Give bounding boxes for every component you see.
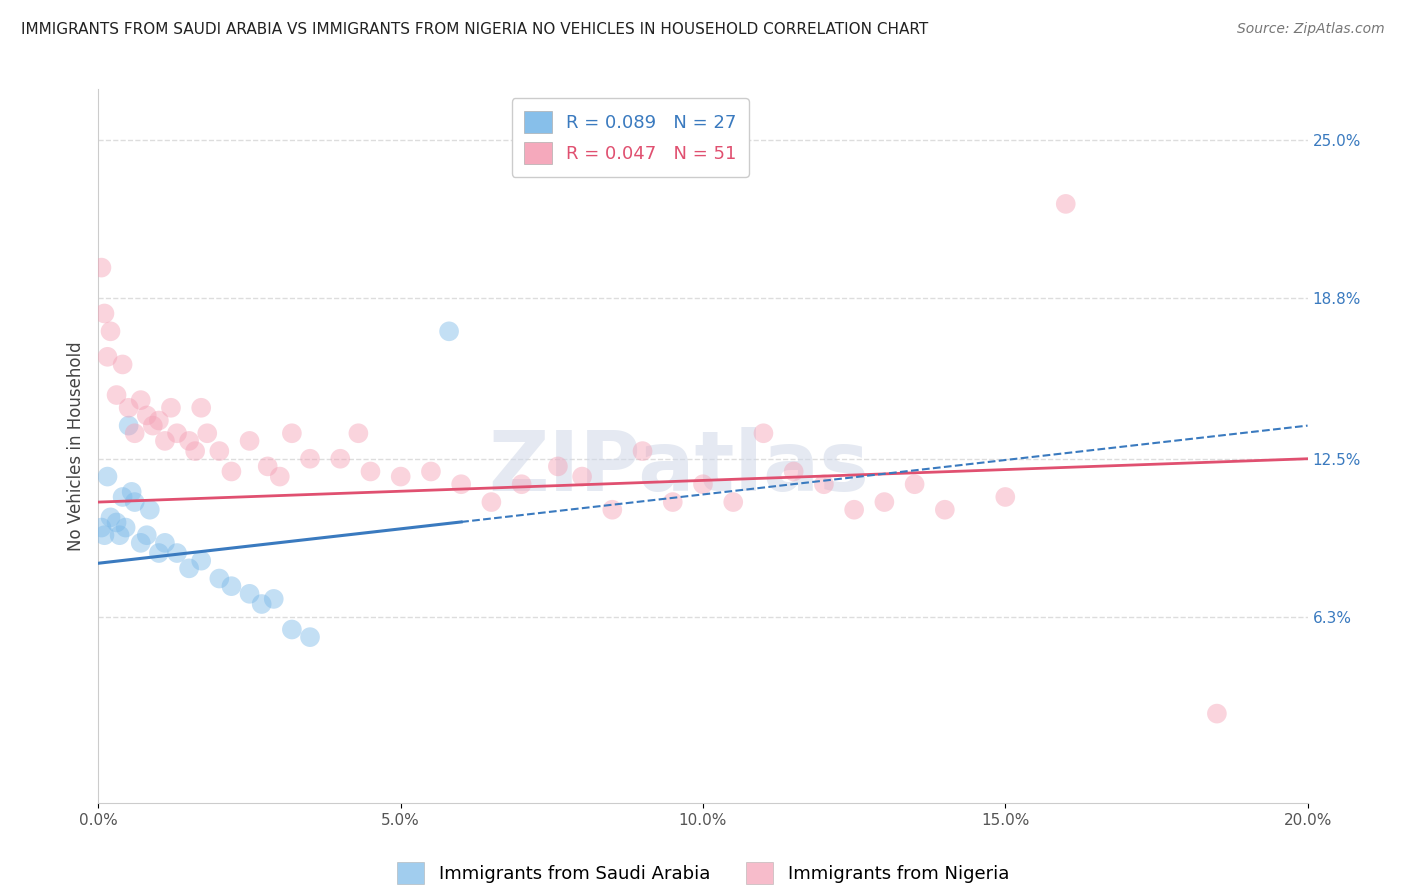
Point xyxy=(329,451,352,466)
Point xyxy=(90,260,112,275)
Point xyxy=(195,426,218,441)
Point xyxy=(299,630,322,644)
Point xyxy=(239,587,262,601)
Point xyxy=(166,426,188,441)
Point xyxy=(148,546,170,560)
Point xyxy=(269,469,291,483)
Point xyxy=(389,469,412,483)
Point xyxy=(221,579,243,593)
Point xyxy=(118,401,141,415)
Point xyxy=(813,477,835,491)
Point xyxy=(208,572,231,586)
Point xyxy=(239,434,262,448)
Point xyxy=(153,536,176,550)
Point xyxy=(631,444,654,458)
Point xyxy=(179,434,201,448)
Point xyxy=(118,418,141,433)
Point xyxy=(135,409,157,423)
Point xyxy=(190,401,212,415)
Point xyxy=(179,561,201,575)
Point xyxy=(93,528,115,542)
Point xyxy=(184,444,207,458)
Point xyxy=(299,451,322,466)
Point xyxy=(142,418,165,433)
Point xyxy=(783,465,806,479)
Point xyxy=(481,495,503,509)
Point xyxy=(281,623,304,637)
Point xyxy=(661,495,683,509)
Point xyxy=(208,444,231,458)
Point xyxy=(360,465,382,479)
Point xyxy=(111,490,134,504)
Point xyxy=(139,502,162,516)
Point xyxy=(166,546,188,560)
Point xyxy=(281,426,304,441)
Point xyxy=(904,477,927,491)
Point xyxy=(100,324,122,338)
Point xyxy=(124,495,146,509)
Point xyxy=(723,495,745,509)
Point xyxy=(121,484,143,499)
Point xyxy=(263,591,285,606)
Point xyxy=(1054,197,1077,211)
Point xyxy=(420,465,443,479)
Point xyxy=(96,350,118,364)
Point xyxy=(148,413,170,427)
Point xyxy=(873,495,896,509)
Point xyxy=(153,434,176,448)
Point xyxy=(450,477,472,491)
Point xyxy=(844,502,866,516)
Point xyxy=(93,306,115,320)
Point xyxy=(100,510,122,524)
Point xyxy=(347,426,370,441)
Point xyxy=(160,401,183,415)
Point xyxy=(90,520,112,534)
Legend: Immigrants from Saudi Arabia, Immigrants from Nigeria: Immigrants from Saudi Arabia, Immigrants… xyxy=(389,855,1017,891)
Point xyxy=(129,536,152,550)
Point xyxy=(105,388,128,402)
Point xyxy=(221,465,243,479)
Point xyxy=(250,597,273,611)
Point xyxy=(114,520,136,534)
Y-axis label: No Vehicles in Household: No Vehicles in Household xyxy=(66,341,84,551)
Point xyxy=(571,469,593,483)
Point xyxy=(129,393,152,408)
Point xyxy=(135,528,157,542)
Point xyxy=(994,490,1017,504)
Point xyxy=(105,516,128,530)
Point xyxy=(96,469,118,483)
Point xyxy=(602,502,624,516)
Point xyxy=(752,426,775,441)
Text: ZIPatlas: ZIPatlas xyxy=(488,427,869,508)
Text: IMMIGRANTS FROM SAUDI ARABIA VS IMMIGRANTS FROM NIGERIA NO VEHICLES IN HOUSEHOLD: IMMIGRANTS FROM SAUDI ARABIA VS IMMIGRAN… xyxy=(21,22,928,37)
Point xyxy=(256,459,278,474)
Point xyxy=(934,502,956,516)
Point xyxy=(437,324,460,338)
Text: Source: ZipAtlas.com: Source: ZipAtlas.com xyxy=(1237,22,1385,37)
Point xyxy=(510,477,533,491)
Point xyxy=(124,426,146,441)
Point xyxy=(547,459,569,474)
Point xyxy=(111,358,134,372)
Point xyxy=(1206,706,1229,721)
Point xyxy=(692,477,714,491)
Point xyxy=(108,528,131,542)
Point xyxy=(190,554,212,568)
